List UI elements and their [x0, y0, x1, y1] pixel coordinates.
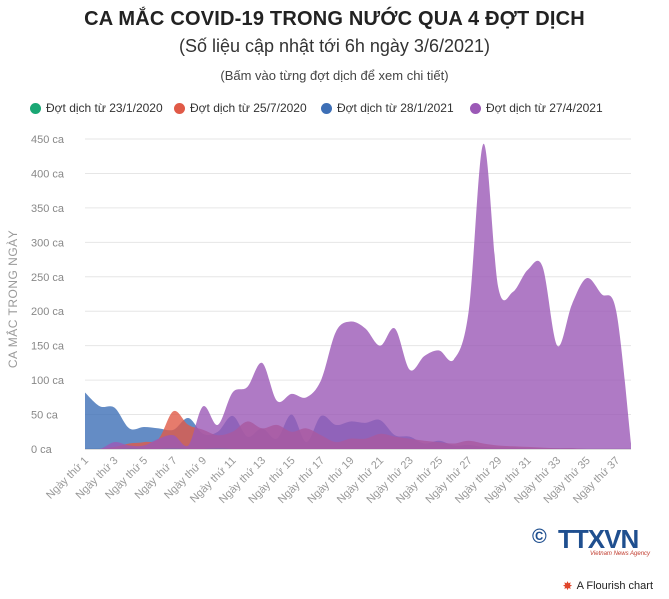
chart-title: CA MẮC COVID-19 TRONG NƯỚC QUA 4 ĐỢT DỊC…	[84, 8, 585, 30]
copyright-icon: ©	[532, 526, 547, 548]
legend-swatch-icon	[470, 102, 481, 114]
chart-subtitle: (Số liệu cập nhật tới 6h ngày 3/6/2021)	[178, 36, 490, 56]
chart-instruction-note: (Bấm vào từng đợt dịch để xem chi tiết)	[220, 68, 449, 83]
y-tick-label: 300 ca	[31, 237, 65, 249]
agency-tagline: Vietnam News Agency	[590, 551, 651, 557]
y-tick-label: 400 ca	[31, 168, 65, 180]
legend-swatch-icon	[30, 102, 41, 114]
legend-label: Đợt dịch từ 25/7/2020	[190, 101, 307, 115]
flourish-credit-label: A Flourish chart	[576, 580, 653, 592]
legend-item-wave-4[interactable]: Đợt dịch từ 27/4/2021	[470, 101, 603, 115]
agency-logo-text: TTXVN	[558, 524, 639, 554]
legend-swatch-icon	[174, 102, 185, 114]
y-tick-label: 350 ca	[31, 203, 65, 215]
y-axis-label: CA MẮC TRONG NGÀY	[5, 230, 20, 368]
legend-swatch-icon	[321, 102, 332, 114]
flourish-credit-link[interactable]: ✸ A Flourish chart	[563, 579, 653, 593]
y-tick-label: 0 ca	[31, 444, 53, 456]
chart-legend: Đợt dịch từ 23/1/2020 Đợt dịch từ 25/7/2…	[30, 101, 649, 121]
y-tick-label: 200 ca	[31, 306, 65, 318]
flourish-burst-icon: ✸	[562, 579, 573, 593]
legend-label: Đợt dịch từ 28/1/2021	[337, 101, 454, 115]
series-area-4	[85, 143, 631, 450]
y-tick-label: 450 ca	[31, 134, 65, 146]
legend-label: Đợt dịch từ 27/4/2021	[486, 101, 603, 115]
legend-item-wave-2[interactable]: Đợt dịch từ 25/7/2020	[174, 101, 307, 115]
legend-item-wave-3[interactable]: Đợt dịch từ 28/1/2021	[321, 101, 454, 115]
y-tick-label: 250 ca	[31, 272, 65, 284]
y-tick-label: 100 ca	[31, 375, 65, 387]
legend-item-wave-1[interactable]: Đợt dịch từ 23/1/2020	[30, 101, 163, 115]
y-tick-label: 150 ca	[31, 341, 65, 353]
y-tick-label: 50 ca	[31, 410, 59, 422]
legend-label: Đợt dịch từ 23/1/2020	[46, 101, 163, 115]
ttxvn-logo: © TTXVN Vietnam News Agency	[532, 524, 657, 560]
